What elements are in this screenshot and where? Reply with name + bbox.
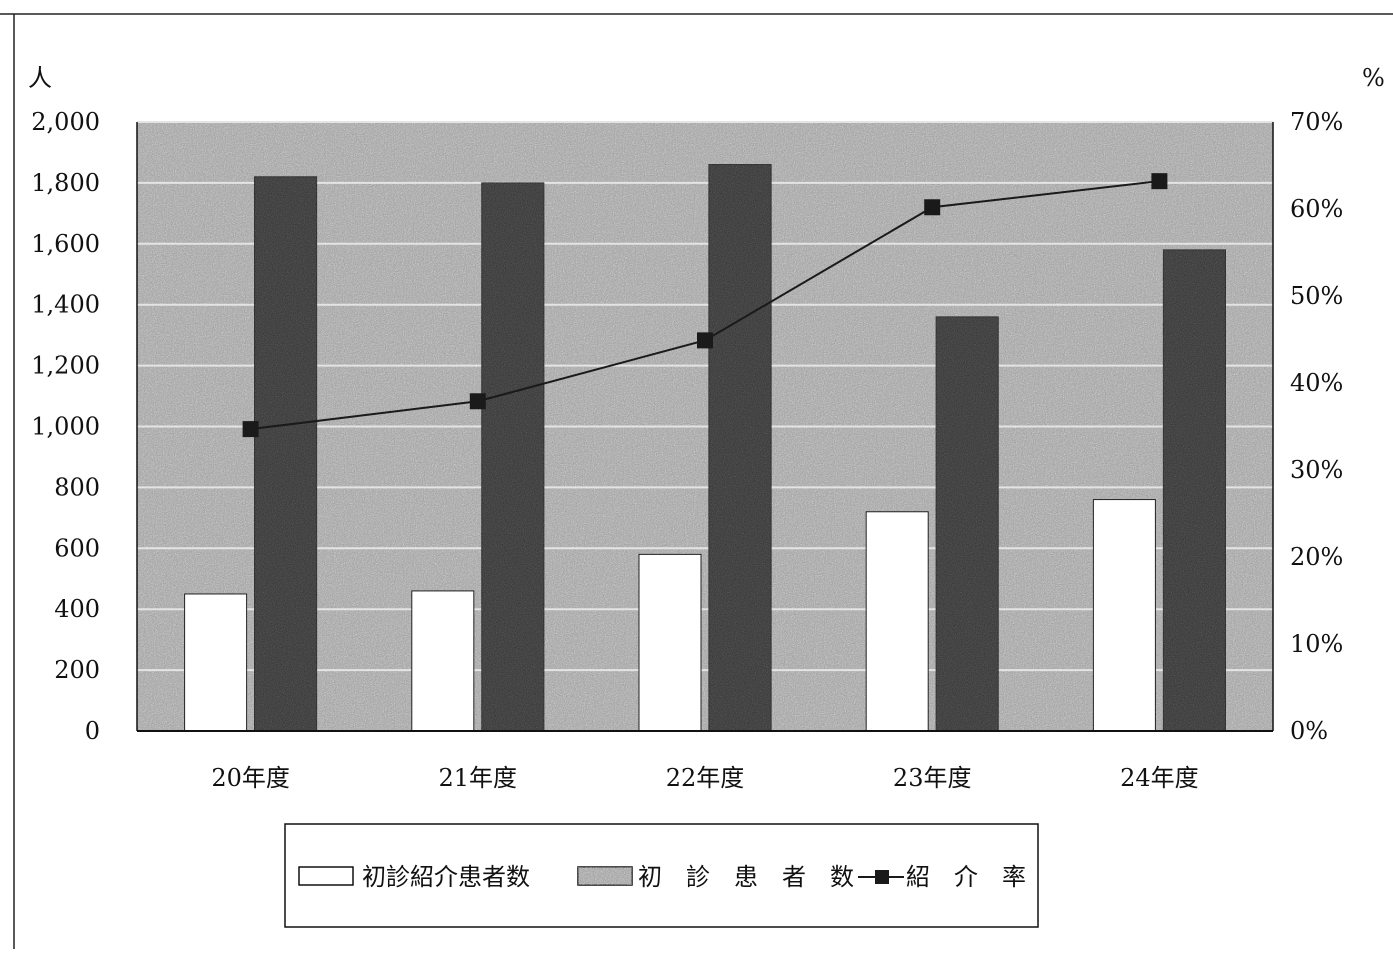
- right-tick-label: 40%: [1290, 369, 1343, 397]
- legend: 初診紹介患者数 初 診 患 者 数 紹 介 率: [284, 823, 1039, 928]
- legend-swatch-marker: [875, 870, 889, 884]
- category-labels: 20年度 21年度 22年度 23年度 24年度: [211, 764, 1198, 792]
- left-tick-label: 1,800: [31, 169, 100, 197]
- left-tick-label: 1,600: [31, 230, 100, 258]
- legend-label-referral: 初診紹介患者数: [362, 863, 530, 891]
- category-label: 24年度: [1120, 764, 1199, 792]
- right-tick-label: 20%: [1290, 543, 1343, 571]
- legend-box: [284, 823, 1039, 928]
- category-label: 20年度: [211, 764, 290, 792]
- bars: [184, 164, 1226, 732]
- category-label: 21年度: [439, 764, 518, 792]
- right-tick-label: 50%: [1290, 282, 1343, 310]
- bar-referral: [865, 511, 929, 732]
- right-tick-label: 60%: [1290, 195, 1343, 223]
- category-label: 23年度: [893, 764, 972, 792]
- legend-label-first-visit: 初 診 患 者 数: [638, 863, 854, 891]
- left-tick-label: 0: [85, 717, 100, 745]
- left-tick-label: 200: [54, 656, 100, 684]
- bar-referral: [1092, 499, 1156, 732]
- left-tick-label: 2,000: [31, 108, 100, 136]
- left-tick-label: 400: [54, 595, 100, 623]
- left-tick-label: 600: [54, 534, 100, 562]
- left-tick-label: 800: [54, 473, 100, 501]
- bar-first-visit-texture: [936, 316, 999, 731]
- left-tick-label: 1,200: [31, 352, 100, 380]
- left-tick-label: 1,400: [31, 291, 100, 319]
- bar-first-visit-texture: [481, 182, 544, 731]
- rate-marker: [242, 421, 259, 438]
- gridlines: [137, 121, 1273, 672]
- right-tick-label: 0%: [1290, 717, 1328, 745]
- rate-marker: [924, 199, 941, 216]
- legend-label-rate: 紹 介 率: [906, 863, 1026, 891]
- rate-marker: [697, 332, 713, 349]
- right-axis-unit: %: [1362, 64, 1385, 92]
- left-tick-label: 1,000: [31, 413, 100, 441]
- bar-referral: [411, 590, 475, 732]
- rate-marker: [1151, 173, 1168, 190]
- category-label: 22年度: [666, 764, 745, 792]
- left-axis-unit: 人: [28, 64, 52, 92]
- right-tick-label: 10%: [1290, 630, 1343, 658]
- bar-first-visit-texture: [709, 164, 771, 731]
- bar-referral: [638, 553, 702, 732]
- left-axis-ticks: 0 200 400 600 800 1,000 1,200 1,400 1,600 1,800 2,…: [31, 108, 100, 745]
- bar-first-visit-texture: [254, 176, 317, 731]
- bar-referral: [184, 593, 248, 732]
- right-tick-label: 70%: [1290, 108, 1343, 136]
- legend-swatch-referral: [298, 866, 354, 886]
- legend-swatch-first-visit-texture: [578, 867, 632, 885]
- bar-first-visit-texture: [1163, 249, 1226, 731]
- right-tick-label: 30%: [1290, 456, 1343, 484]
- rate-marker: [469, 393, 486, 410]
- right-axis-ticks: 0% 10% 20% 30% 40% 50% 60% 70%: [1290, 108, 1343, 745]
- rate-line: [242, 173, 1168, 438]
